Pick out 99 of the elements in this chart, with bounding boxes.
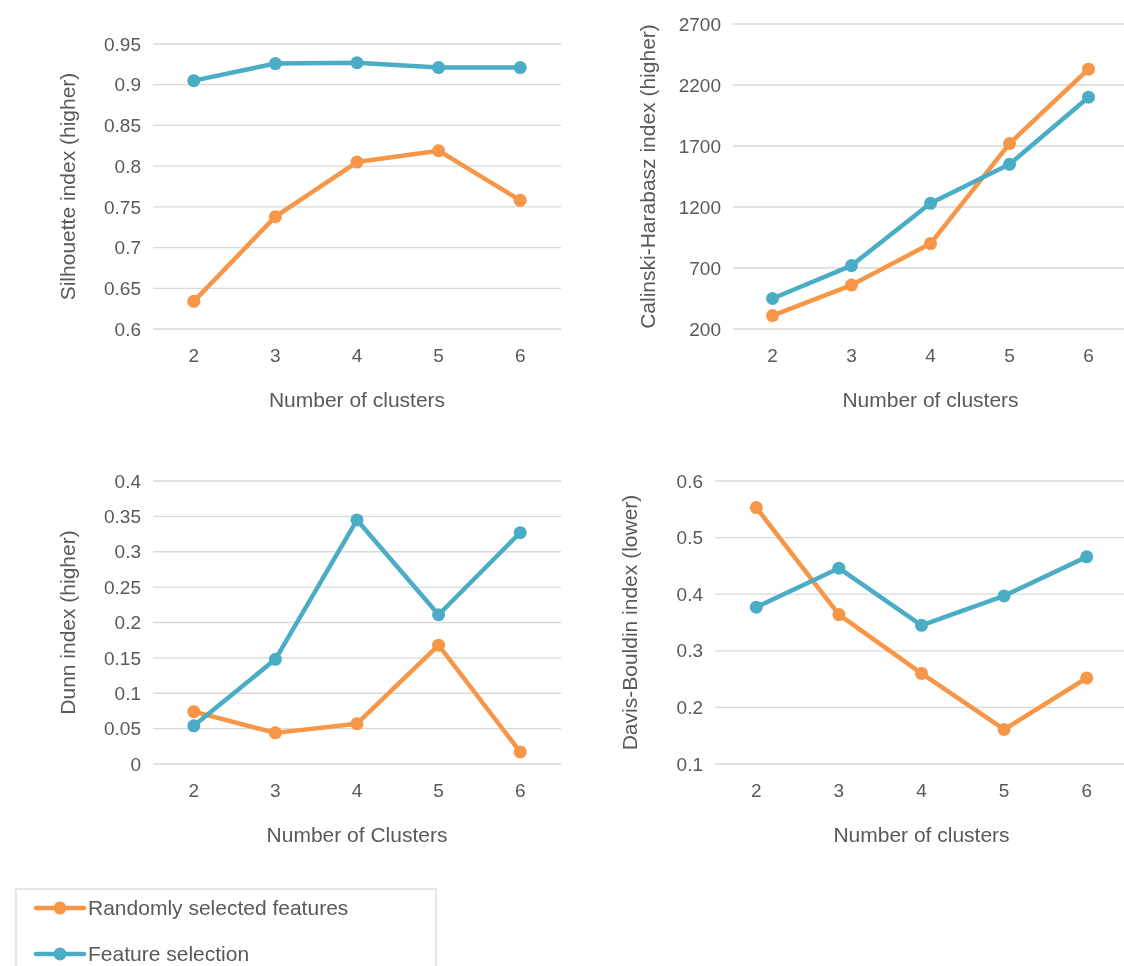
point — [1082, 62, 1095, 76]
y-tick-label: 0.85 — [104, 115, 141, 137]
x-axis-title: Number of clusters — [268, 388, 446, 411]
point — [432, 144, 446, 158]
x-axis-title: Number of clusters — [842, 388, 1019, 411]
point — [513, 526, 527, 540]
point — [187, 74, 201, 88]
y-tick-label: 0.1 — [114, 682, 141, 704]
x-tick-label: 6 — [1083, 345, 1094, 366]
point — [749, 501, 763, 515]
point — [268, 726, 282, 740]
y-tick-label: 0.6 — [676, 470, 703, 492]
point — [997, 589, 1011, 603]
x-tick-label: 3 — [846, 345, 857, 366]
point — [268, 210, 282, 224]
point — [350, 155, 364, 169]
point — [1003, 137, 1016, 151]
y-tick-label: 0.6 — [114, 318, 141, 340]
y-tick-label: 0.05 — [104, 718, 141, 740]
point — [915, 618, 928, 632]
point — [749, 600, 763, 614]
x-tick-label: 3 — [833, 780, 845, 801]
x-axis-title: Number of Clusters — [266, 823, 448, 846]
y-tick-label: 0.2 — [676, 697, 703, 719]
x-tick-label: 2 — [767, 345, 778, 366]
point — [1003, 157, 1016, 171]
y-tick-label: 2700 — [678, 13, 721, 35]
point — [432, 61, 446, 75]
y-tick-label: 700 — [689, 257, 721, 279]
point — [924, 237, 937, 251]
x-tick-label: 5 — [433, 345, 444, 366]
point — [350, 56, 364, 70]
y-tick-label: 0.2 — [114, 612, 141, 634]
y-tick-label: 2200 — [678, 74, 721, 96]
point — [432, 638, 446, 652]
point — [1080, 550, 1094, 564]
x-tick-label: 2 — [188, 345, 200, 366]
x-tick-label: 5 — [433, 780, 444, 801]
point — [432, 608, 446, 622]
point — [915, 666, 928, 680]
y-tick-label: 0.1 — [676, 753, 703, 775]
y-tick-label: 0.75 — [104, 196, 141, 218]
y-tick-label: 0.95 — [104, 33, 141, 55]
y-tick-label: 0.15 — [104, 647, 141, 669]
x-tick-label: 5 — [998, 780, 1010, 801]
y-tick-label: 0.5 — [676, 527, 703, 549]
point — [832, 608, 846, 622]
x-tick-label: 3 — [270, 780, 281, 801]
y-tick-label: 1200 — [678, 196, 721, 218]
y-tick-label: 1700 — [678, 135, 721, 157]
legend-label: Randomly selected features — [88, 896, 349, 920]
x-axis-title: Number of clusters — [833, 823, 1010, 846]
point — [513, 745, 527, 759]
y-tick-label: 200 — [689, 318, 721, 340]
x-tick-label: 4 — [916, 780, 928, 801]
x-tick-label: 6 — [514, 345, 526, 366]
y-tick-label: 0.8 — [114, 155, 141, 177]
point — [187, 719, 201, 733]
y-tick-label: 0.3 — [676, 640, 703, 662]
point — [350, 717, 364, 731]
legend-label: Feature selection — [88, 942, 250, 966]
point — [832, 561, 846, 575]
point — [187, 294, 201, 308]
point — [845, 259, 858, 273]
y-tick-label: 0.65 — [104, 277, 141, 299]
point — [1082, 90, 1095, 104]
y-tick-label: 0.3 — [114, 541, 141, 563]
y-tick-label: 0.35 — [104, 506, 141, 528]
point — [513, 193, 527, 207]
point — [766, 292, 779, 305]
y-axis-title: Calinski-Harabasz index (higher) — [636, 24, 659, 329]
y-axis-title: Davis-Bouldin index (lower) — [618, 494, 641, 751]
point — [268, 652, 282, 666]
point — [187, 705, 201, 719]
x-tick-label: 6 — [1081, 780, 1092, 801]
x-tick-label: 4 — [351, 780, 363, 801]
point — [845, 278, 858, 292]
y-tick-label: 0 — [130, 753, 141, 775]
y-tick-label: 0.9 — [114, 74, 141, 96]
point — [268, 57, 282, 71]
x-tick-label: 3 — [270, 345, 281, 366]
y-tick-label: 0.7 — [114, 237, 141, 259]
point — [1080, 671, 1094, 685]
y-tick-label: 0.4 — [114, 470, 142, 492]
x-tick-label: 2 — [188, 780, 200, 801]
point — [766, 309, 779, 323]
x-tick-label: 2 — [751, 780, 762, 801]
y-tick-label: 0.4 — [676, 583, 704, 605]
x-tick-label: 4 — [925, 345, 937, 366]
point — [350, 513, 364, 527]
y-tick-label: 0.25 — [104, 576, 141, 598]
x-tick-label: 5 — [1004, 345, 1015, 366]
y-axis-title: Silhouette index (higher) — [56, 72, 79, 301]
x-tick-label: 6 — [514, 780, 526, 801]
x-tick-label: 4 — [351, 345, 363, 366]
y-axis-title: Dunn index (higher) — [56, 530, 79, 715]
point — [513, 61, 527, 75]
point — [997, 722, 1011, 736]
point — [924, 196, 937, 210]
